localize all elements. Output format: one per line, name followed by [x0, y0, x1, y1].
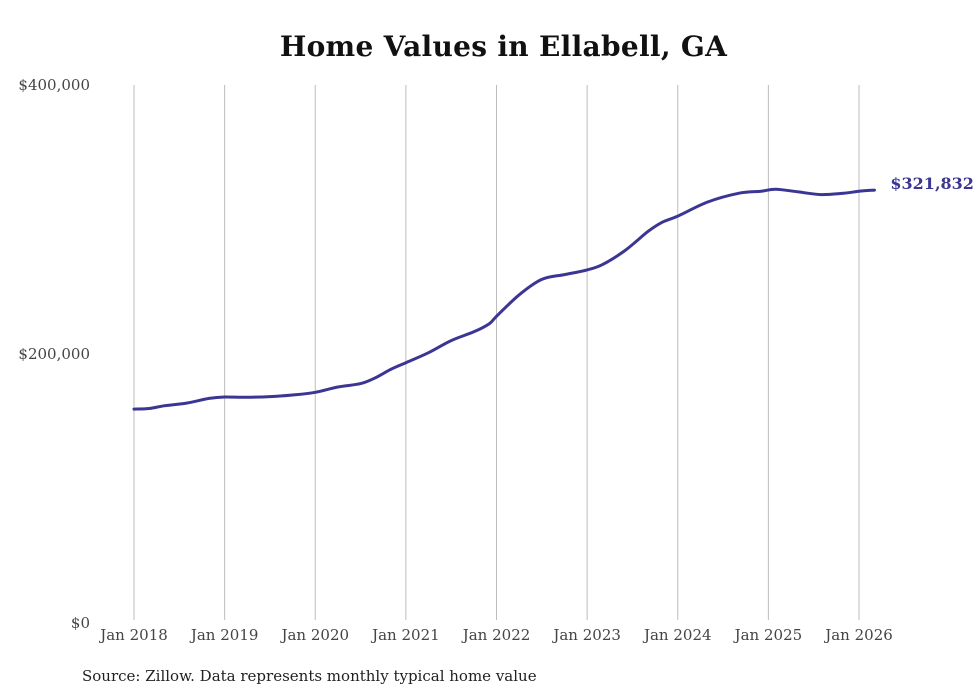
y-tick-label: $0: [71, 614, 90, 632]
y-axis-ticks: $0 $200,000 $400,000: [18, 76, 90, 632]
end-value-label: $321,832: [890, 174, 974, 193]
x-axis-ticks: Jan 2018 Jan 2019 Jan 2020 Jan 2021 Jan 2022…: [98, 626, 893, 644]
x-tick-label: Jan 2023: [551, 626, 621, 644]
x-tick-label: Jan 2018: [98, 626, 168, 644]
x-tick-label: Jan 2021: [370, 626, 440, 644]
x-tick-label: Jan 2025: [733, 626, 803, 644]
x-tick-label: Jan 2020: [279, 626, 349, 644]
chart-title: Home Values in Ellabell, GA: [279, 30, 728, 63]
x-tick-label: Jan 2019: [189, 626, 259, 644]
source-note: Source: Zillow. Data represents monthly …: [82, 667, 537, 685]
x-tick-label: Jan 2024: [642, 626, 712, 644]
x-tick-label: Jan 2026: [823, 626, 893, 644]
y-tick-label: $400,000: [18, 76, 90, 94]
series-line-0: [132, 187, 876, 411]
series-layer: $321,832: [132, 174, 974, 411]
gridlines: [133, 85, 860, 620]
y-tick-label: $200,000: [18, 345, 90, 363]
x-tick-label: Jan 2022: [461, 626, 531, 644]
